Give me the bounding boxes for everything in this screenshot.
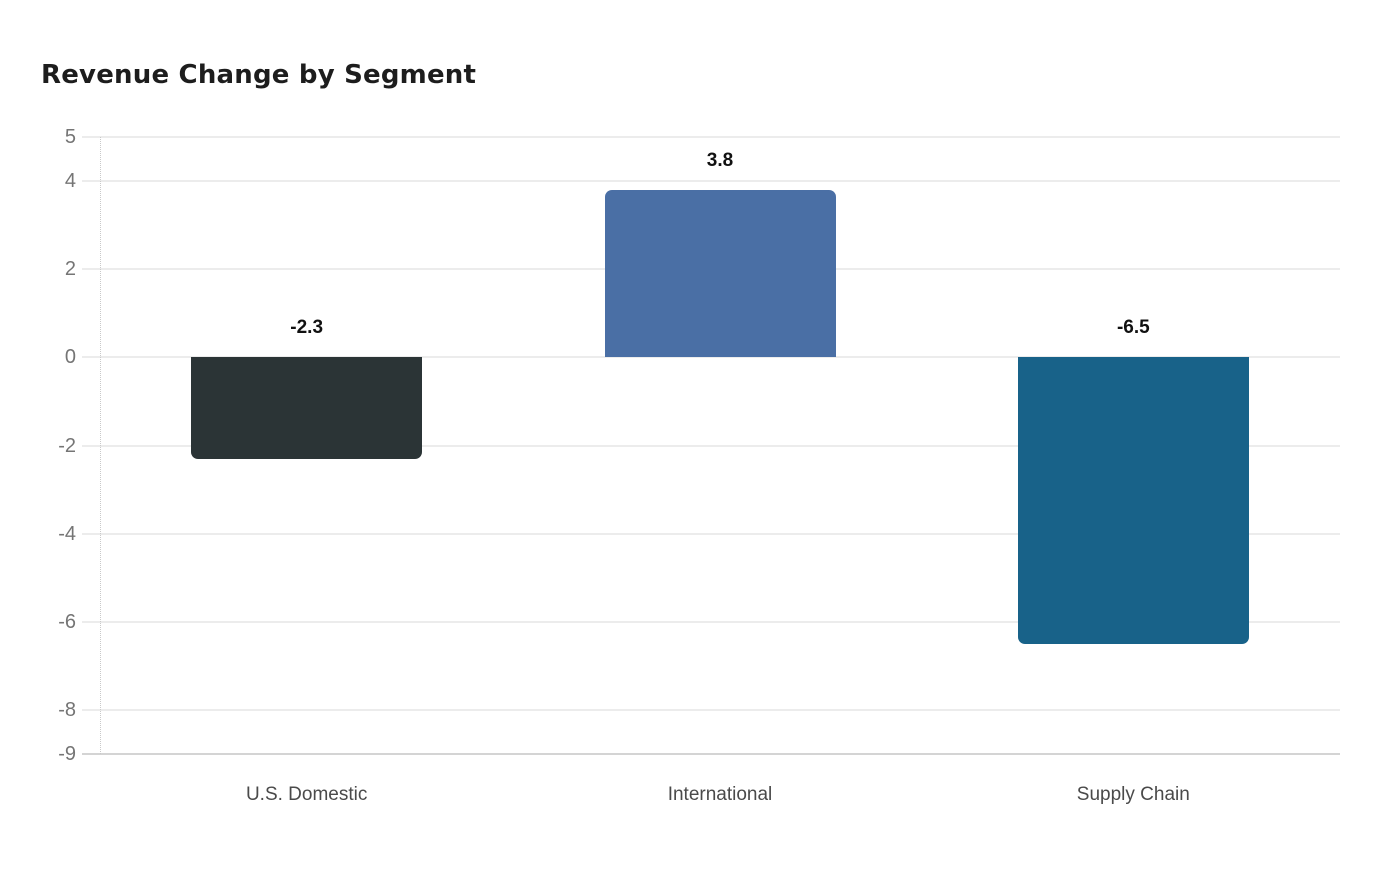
gridline [82,708,1340,711]
bar-international [604,189,836,358]
x-category-label-international: International [667,784,773,805]
y-tick-label: 5 [64,126,76,148]
y-tick-label: -8 [58,698,76,721]
value-label-supply-chain: -6.5 [1116,317,1150,339]
x-category-label-supply-chain: Supply Chain [1076,784,1190,805]
chart-title: Revenue Change by Segment [41,60,477,90]
gridline [82,136,1340,138]
bar-u-s-domestic [191,357,423,459]
y-tick-label: 2 [64,258,76,281]
y-tick-label: 4 [64,170,76,193]
y-tick-label: -6 [58,610,76,633]
gridline [82,753,1340,755]
gridline [82,532,1340,535]
y-tick-label: -4 [58,522,76,545]
y-tick-label: -9 [58,743,76,765]
gridline [82,180,1340,183]
x-category-label-u-s-domestic: U.S. Domestic [245,784,368,805]
value-label-international: 3.8 [706,149,734,171]
gridline [82,620,1340,623]
y-axis-dotted-line [100,137,101,754]
y-tick-label: -2 [58,434,76,457]
gridline [82,356,1340,359]
value-label-u-s-domestic: -2.3 [290,317,324,339]
gridline [82,444,1340,447]
bar-supply-chain [1017,357,1249,644]
y-tick-label: 0 [64,346,76,369]
